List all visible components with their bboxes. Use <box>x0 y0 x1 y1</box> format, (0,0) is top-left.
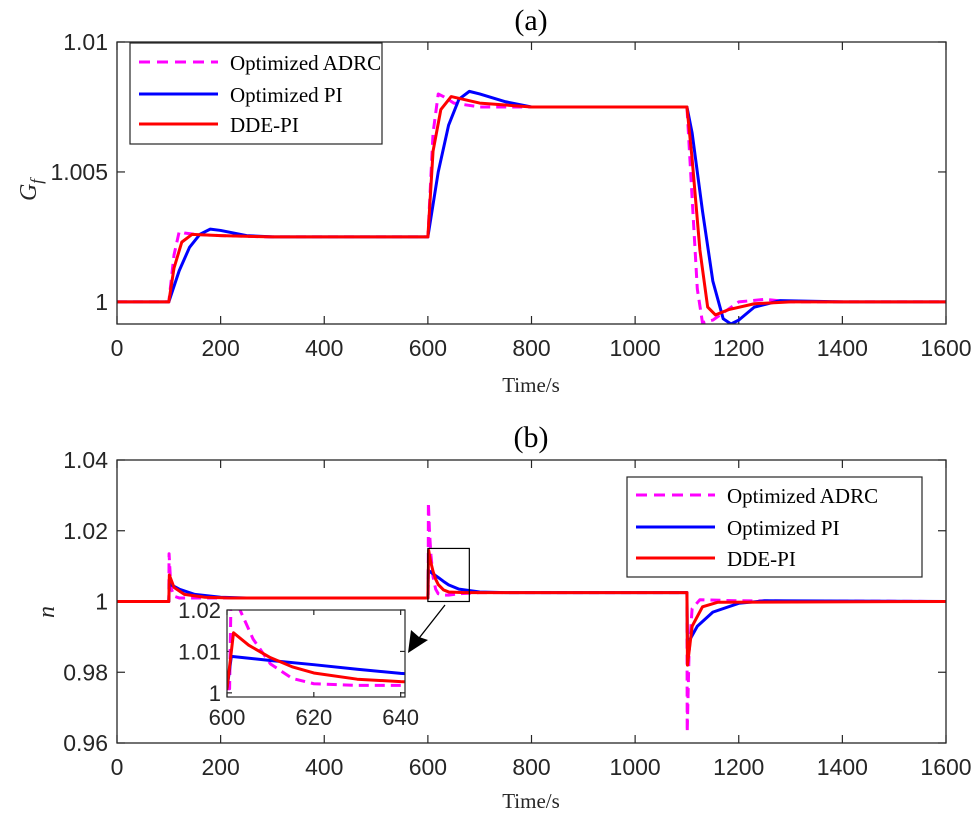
plot-b-title: (b) <box>514 421 549 454</box>
plot-a-xtick-label: 0 <box>111 335 124 361</box>
zoom-region-box <box>427 547 470 603</box>
plot-b-ytick-label: 1 <box>95 589 108 615</box>
arrow-shaft <box>415 604 446 643</box>
inset-xtick-label: 620 <box>295 705 332 730</box>
plot-b-ytick-label: 0.98 <box>63 659 108 685</box>
inset-plot: 600 620 640 1 1.01 1.02 <box>178 598 419 730</box>
inset-ytick-label: 1 <box>209 681 221 706</box>
legend-label-adrc: Optimized ADRC <box>727 484 878 508</box>
plot-a-axes-box <box>116 41 947 325</box>
plot-b-ytick-label: 1.04 <box>63 447 108 473</box>
plot-b-line-optimized-pi <box>117 568 946 646</box>
plot-b-xtick-label: 1400 <box>817 754 868 780</box>
plot-a-ytick-label: 1.005 <box>50 159 108 185</box>
plot-b-axes-box <box>116 459 947 744</box>
plot-b-xtick-label: 600 <box>409 754 447 780</box>
inset-line-optimized-pi <box>227 654 405 691</box>
plot-b: (b) Time/s n 0 200 400 600 800 1000 1200 1400 16… <box>34 421 972 813</box>
plot-b-xlabel: Time/s <box>502 789 560 813</box>
inset-ytick-label: 1.01 <box>178 639 221 664</box>
plot-b-xtick-label: 1200 <box>713 754 764 780</box>
plot-b-xtick-label: 800 <box>512 754 550 780</box>
plot-b-xtick-label: 200 <box>201 754 239 780</box>
plot-a-ylabel: Gf <box>16 177 46 201</box>
inset-line-optimized-adrc <box>227 610 405 691</box>
plot-a-xtick-label: 1000 <box>610 335 661 361</box>
plot-b-ylabel: n <box>34 606 60 618</box>
plot-a-legend: Optimized ADRC Optimized PI DDE-PI <box>129 42 383 145</box>
plot-a-xtick-label: 1400 <box>817 335 868 361</box>
plot-b-xtick-label: 400 <box>305 754 343 780</box>
plot-a-line-optimized-pi <box>117 89 946 324</box>
plot-b-xtick-label: 1000 <box>610 754 661 780</box>
plot-a-xtick-label: 600 <box>409 335 447 361</box>
arrow-head-icon <box>408 630 428 653</box>
plot-b-line-dde-pi <box>117 548 946 667</box>
inset-axes-box <box>226 609 406 698</box>
plot-b-ytick-label: 1.02 <box>63 518 108 544</box>
plot-a-title: (a) <box>514 4 547 37</box>
inset-ytick-label: 1.02 <box>178 598 221 623</box>
plot-a-ytick-label: 1 <box>95 289 108 315</box>
legend-label-pi: Optimized PI <box>727 516 840 540</box>
inset-xtick-label: 600 <box>209 705 246 730</box>
plot-a: (a) Time/s Gf 0 200 400 600 800 1000 1200 1400 1… <box>16 4 972 397</box>
plot-a-xtick-label: 200 <box>201 335 239 361</box>
zoom-arrow <box>408 604 446 653</box>
plot-a-line-dde-pi <box>117 95 946 317</box>
legend-label-adrc: Optimized ADRC <box>230 51 381 75</box>
plot-a-xtick-label: 400 <box>305 335 343 361</box>
plot-a-xtick-label: 800 <box>512 335 550 361</box>
plot-a-ytick-label: 1.01 <box>63 29 108 55</box>
plot-a-xlabel: Time/s <box>502 373 560 397</box>
plot-b-ytick-label: 0.96 <box>63 730 108 756</box>
inset-xtick-label: 640 <box>382 705 419 730</box>
plot-b-line-optimized-adrc <box>117 500 946 734</box>
plot-b-legend: Optimized ADRC Optimized PI DDE-PI <box>626 476 923 578</box>
legend-label-pi: Optimized PI <box>230 83 343 107</box>
legend-label-dde: DDE-PI <box>727 547 796 571</box>
plot-b-xtick-label: 0 <box>111 754 124 780</box>
legend-label-dde: DDE-PI <box>230 113 299 137</box>
plot-b-xtick-label: 1600 <box>920 754 971 780</box>
inset-line-dde-pi <box>227 631 405 691</box>
plot-a-xtick-label: 1600 <box>920 335 971 361</box>
plot-a-line-optimized-adrc <box>117 92 946 324</box>
plot-a-xtick-label: 1200 <box>713 335 764 361</box>
